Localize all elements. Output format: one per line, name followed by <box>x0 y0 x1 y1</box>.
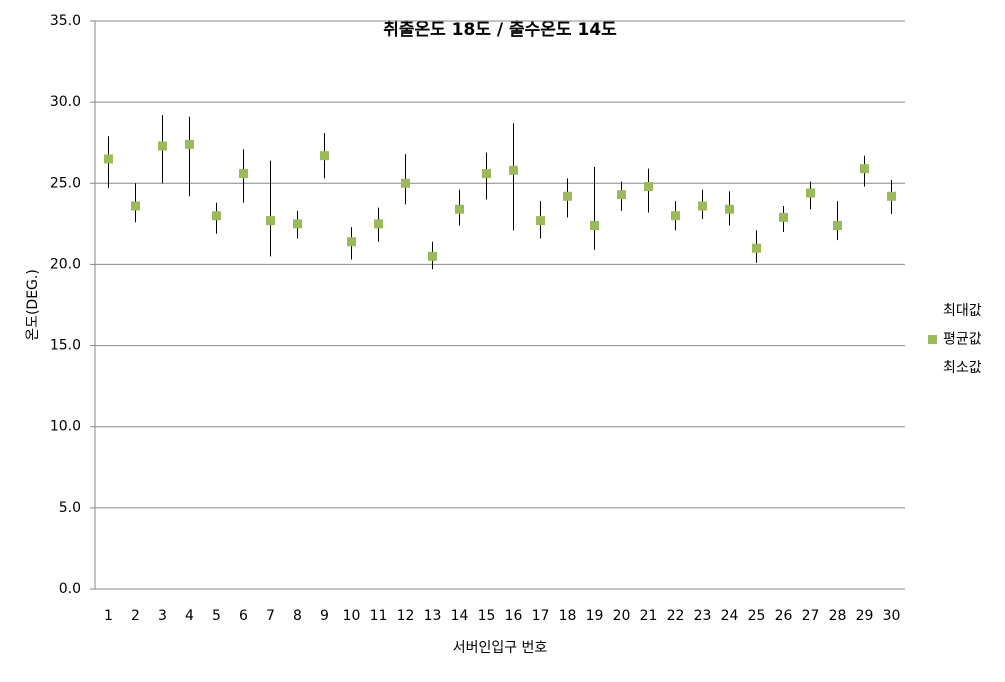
average-marker <box>806 188 815 198</box>
x-tick-label: 7 <box>266 608 275 624</box>
average-marker <box>455 204 464 214</box>
x-tick-label: 20 <box>613 608 631 624</box>
x-tick-label: 22 <box>667 608 685 624</box>
average-marker <box>644 182 653 192</box>
average-marker <box>536 216 545 226</box>
average-marker <box>212 211 221 221</box>
x-tick-label: 18 <box>559 608 577 624</box>
x-tick-label: 8 <box>293 608 302 624</box>
average-marker <box>374 219 383 229</box>
average-marker <box>185 139 194 149</box>
x-tick-label: 25 <box>748 608 766 624</box>
average-marker <box>347 237 356 247</box>
average-marker <box>293 219 302 229</box>
x-tick-label: 28 <box>829 608 847 624</box>
x-tick-label: 4 <box>185 608 194 624</box>
average-marker <box>860 164 869 174</box>
y-tick-label: 35.0 <box>50 13 81 29</box>
average-marker <box>833 220 842 230</box>
x-tick-label: 15 <box>478 608 496 624</box>
average-marker <box>131 201 140 211</box>
y-tick-label: 15.0 <box>50 338 81 354</box>
y-tick-label: 25.0 <box>50 175 81 191</box>
x-tick-label: 30 <box>883 608 901 624</box>
chart-title: 취출온도 18도 / 출수온도 14도 <box>383 19 617 40</box>
x-tick-label: 1 <box>104 608 113 624</box>
x-tick-label: 16 <box>505 608 523 624</box>
x-tick-label: 14 <box>451 608 469 624</box>
x-tick-label: 17 <box>532 608 550 624</box>
y-tick-label: 20.0 <box>50 256 81 272</box>
x-tick-label: 27 <box>802 608 820 624</box>
average-marker <box>509 165 518 175</box>
y-tick-label: 0.0 <box>59 581 81 597</box>
legend-label: 최소값 <box>943 360 982 376</box>
x-tick-label: 29 <box>856 608 874 624</box>
average-marker <box>590 220 599 230</box>
average-marker <box>320 151 329 161</box>
average-marker <box>617 190 626 200</box>
y-tick-label: 30.0 <box>50 94 81 110</box>
average-marker <box>671 211 680 221</box>
y-axis-title: 온도(DEG.) <box>25 269 41 341</box>
y-tick-label: 5.0 <box>59 500 81 516</box>
x-tick-label: 3 <box>158 608 167 624</box>
x-tick-label: 9 <box>320 608 329 624</box>
average-marker <box>779 212 788 222</box>
y-tick-label: 10.0 <box>50 419 81 435</box>
x-tick-label: 24 <box>721 608 739 624</box>
legend-label: 최대값 <box>943 303 982 319</box>
average-marker <box>887 191 896 201</box>
average-marker <box>401 178 410 188</box>
average-marker <box>482 169 491 179</box>
legend-label: 평균값 <box>943 332 982 348</box>
average-marker <box>266 216 275 226</box>
average-marker <box>158 141 167 151</box>
average-marker <box>752 243 761 253</box>
average-marker <box>563 191 572 201</box>
x-tick-label: 13 <box>424 608 442 624</box>
x-tick-label: 23 <box>694 608 712 624</box>
x-tick-label: 5 <box>212 608 221 624</box>
x-tick-label: 10 <box>343 608 361 624</box>
x-tick-label: 11 <box>370 608 388 624</box>
x-tick-label: 21 <box>640 608 658 624</box>
average-marker <box>698 201 707 211</box>
average-marker <box>104 154 113 164</box>
x-tick-label: 19 <box>586 608 604 624</box>
x-tick-label: 26 <box>775 608 793 624</box>
average-marker <box>428 251 437 261</box>
x-axis-title: 서버인입구 번호 <box>453 640 548 656</box>
x-tick-label: 12 <box>397 608 415 624</box>
x-tick-label: 6 <box>239 608 248 624</box>
average-marker <box>239 169 248 179</box>
legend-marker <box>928 335 937 344</box>
x-tick-label: 2 <box>131 608 140 624</box>
average-marker <box>725 204 734 214</box>
